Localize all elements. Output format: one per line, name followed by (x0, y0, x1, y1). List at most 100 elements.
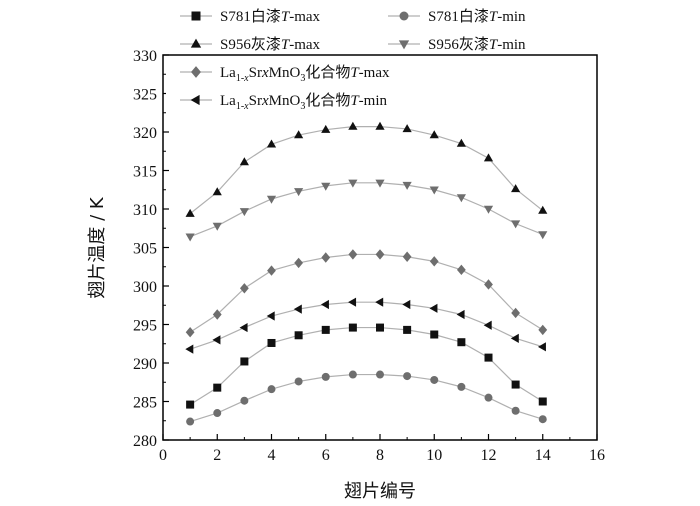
legend-label-part: T (350, 93, 360, 109)
legend-label-part: T (489, 37, 499, 53)
data-point (429, 303, 438, 313)
data-point (511, 220, 521, 229)
data-point (511, 307, 521, 319)
legend-label-part: x (261, 65, 269, 81)
legend-label-part: 1- (236, 101, 244, 112)
axes-layer: 0 2 4 6 8 10 12 14 16 280 285 290 295 300 305 310 315 320… (133, 48, 605, 464)
data-point (267, 385, 276, 394)
legend-label-part: x (243, 73, 249, 84)
data-point (267, 338, 276, 347)
series-3 (185, 179, 548, 242)
data-point (186, 417, 195, 426)
data-point (213, 383, 222, 392)
data-point (375, 297, 384, 307)
data-point (375, 249, 385, 260)
data-point (429, 256, 439, 267)
data-point (267, 265, 276, 276)
legend-item-2: S956灰漆T-max (180, 35, 321, 53)
data-point (456, 194, 466, 203)
data-point (538, 205, 548, 214)
data-point (321, 182, 331, 191)
series-line (189, 373, 543, 423)
x-tick-label: 16 (589, 447, 605, 464)
y-tick-label: 280 (133, 433, 157, 450)
legend-label: S781白漆T-max (220, 7, 321, 25)
data-point (321, 252, 331, 263)
data-point (293, 304, 302, 314)
legend-label-part: -min (497, 9, 526, 25)
data-point (239, 157, 249, 166)
data-point (348, 121, 358, 130)
legend-label-part: T (489, 9, 499, 25)
data-point (321, 325, 330, 334)
data-point (348, 179, 358, 188)
legend-label: S956灰漆T-max (220, 35, 321, 53)
series-4 (185, 249, 548, 338)
series-line (189, 326, 544, 406)
legend-marker (190, 94, 200, 106)
legend-label-part: -max (289, 37, 320, 53)
data-point (538, 231, 548, 240)
y-tick-label: 325 (133, 87, 157, 104)
x-tick-label: 12 (481, 447, 497, 464)
legend-background (166, 58, 496, 116)
data-point (483, 205, 494, 214)
data-point (266, 139, 277, 148)
legend-label-part: La (220, 93, 236, 109)
legend-label-part: La (220, 65, 236, 81)
data-point (402, 181, 412, 190)
y-tick-label: 310 (133, 202, 157, 219)
legend-item-4: La1-xSrxMnO3化合物T-max (180, 63, 390, 84)
series-line (189, 253, 544, 333)
legend-label-part: S781 (428, 9, 459, 25)
data-point (186, 400, 195, 409)
legend-label-part: x (261, 93, 269, 109)
data-point (456, 264, 466, 276)
legend-marker (398, 40, 410, 50)
legend-label-part: 灰漆 (251, 35, 281, 53)
data-point (185, 344, 194, 354)
y-tick-label: 330 (133, 48, 157, 65)
data-point (321, 372, 330, 381)
data-point (511, 380, 520, 389)
data-point (483, 153, 494, 162)
data-point (376, 370, 384, 379)
y-tick-label: 320 (133, 125, 157, 142)
series-0 (186, 323, 547, 409)
legend-label-part: -min (497, 37, 526, 53)
y-axis-title: 翅片温度 / K (87, 196, 108, 299)
legend-label-part: S956 (220, 37, 251, 53)
data-point (212, 309, 222, 320)
data-point (185, 208, 195, 217)
data-point (403, 325, 412, 334)
data-point (239, 322, 248, 333)
legend-label-part: -max (359, 65, 390, 81)
data-point (212, 335, 221, 345)
legend-label-part: -max (289, 9, 320, 25)
y-tick-label: 290 (133, 356, 157, 373)
x-tick-label: 2 (213, 447, 221, 464)
data-point (537, 342, 546, 352)
x-tick-label: 6 (322, 447, 330, 464)
data-point (240, 357, 249, 366)
data-point (402, 251, 412, 262)
data-point (266, 311, 275, 321)
data-point (402, 299, 411, 310)
data-point (511, 406, 520, 415)
y-tick-label: 315 (133, 164, 157, 181)
legend-label-part: MnO (269, 93, 301, 109)
legend-label-part: 3 (300, 101, 305, 112)
legend-label-part: 3 (300, 73, 305, 84)
legend-item-3: S956灰漆T-min (388, 35, 526, 53)
data-point (483, 320, 492, 330)
data-point (348, 370, 357, 379)
data-point (321, 124, 331, 133)
x-tick-label: 4 (268, 447, 276, 464)
legend-marker (190, 38, 202, 48)
legend-item-1: S781白漆T-min (388, 7, 526, 25)
legend-label-part: S956 (428, 37, 459, 53)
data-point (348, 323, 357, 332)
legend-label-part: 化合物 (305, 91, 350, 109)
legend-label-part: 白漆 (251, 7, 281, 25)
legend-label: S956灰漆T-min (428, 35, 526, 53)
